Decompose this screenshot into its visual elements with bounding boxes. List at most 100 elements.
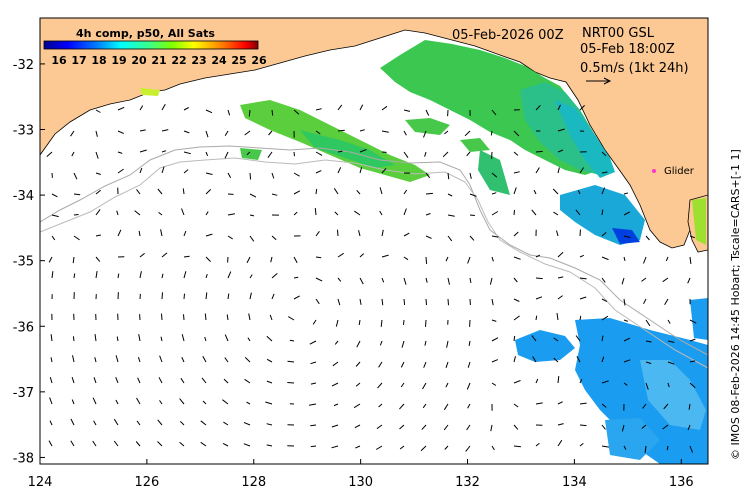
current-vector (224, 130, 229, 136)
current-vector (334, 340, 339, 345)
colorbar-label: 17 (71, 54, 86, 67)
current-vector (513, 151, 519, 156)
current-vector (557, 423, 564, 426)
current-vector (288, 316, 295, 321)
current-vector (48, 256, 53, 263)
current-vector (689, 338, 696, 342)
current-vector (535, 442, 540, 447)
current-vector (399, 445, 405, 450)
current-vector (665, 256, 669, 262)
current-vector (535, 167, 540, 174)
current-vector (643, 256, 647, 264)
current-vector (310, 382, 317, 385)
current-vector (579, 424, 587, 427)
current-vector (378, 361, 383, 368)
x-tick-label: 132 (455, 475, 480, 490)
current-vector (205, 172, 213, 175)
current-vector (601, 151, 607, 157)
current-vector (72, 256, 75, 264)
current-vector (70, 440, 75, 447)
current-vector (71, 151, 75, 157)
current-vector (269, 314, 273, 321)
current-vector (379, 210, 383, 216)
current-vector (95, 189, 101, 195)
current-vector (445, 256, 449, 262)
current-vector (553, 211, 559, 216)
current-vector (310, 424, 317, 427)
date-title: 05-Feb-2026 00Z (452, 28, 564, 43)
current-vector (160, 336, 163, 342)
current-vector (315, 298, 320, 305)
current-vector (334, 211, 339, 216)
current-vector (115, 399, 119, 405)
current-vector (46, 151, 53, 157)
current-vector (183, 151, 191, 155)
current-vector (183, 230, 187, 237)
current-vector (667, 340, 675, 343)
current-vector (73, 214, 79, 216)
current-vector (73, 172, 78, 180)
current-vector (223, 421, 229, 426)
current-vector (179, 398, 185, 405)
current-vector (205, 233, 213, 237)
current-vector (157, 188, 163, 195)
current-vector (642, 403, 647, 409)
current-vector (645, 319, 651, 327)
current-vector (93, 377, 97, 384)
current-vector (359, 129, 365, 132)
current-vector (293, 276, 299, 279)
current-vector (623, 298, 626, 306)
current-vector (243, 443, 251, 447)
current-vector (689, 256, 692, 264)
y-tick-label: -33 (13, 124, 34, 139)
current-vector (425, 256, 428, 264)
current-vector (423, 130, 427, 138)
current-vector (491, 359, 498, 363)
current-vector (49, 420, 53, 426)
current-vector (557, 167, 560, 174)
current-vector (73, 273, 76, 279)
current-vector (535, 254, 541, 258)
scale-text: 0.5m/s (1kt 24h) (580, 61, 689, 76)
glider-label: Glider (664, 166, 695, 177)
current-vector (425, 235, 432, 239)
current-vector (579, 277, 587, 280)
colorbar-label: 21 (151, 54, 166, 67)
colorbar-label: 20 (131, 54, 147, 67)
current-vector (446, 340, 449, 348)
current-vector (95, 151, 99, 159)
current-vector (205, 151, 209, 156)
current-vector (513, 298, 520, 302)
current-vector (139, 253, 145, 258)
current-vector (182, 188, 185, 195)
current-vector (161, 166, 165, 174)
current-vector (200, 420, 207, 426)
current-vector (247, 337, 251, 342)
current-vector (425, 213, 431, 216)
current-vector (601, 232, 607, 237)
current-vector (93, 420, 97, 426)
colorbar-gradient (43, 40, 259, 50)
current-vector (309, 340, 317, 345)
current-vector (662, 424, 669, 430)
current-vector (205, 130, 209, 138)
current-vector (222, 399, 229, 405)
current-vector (601, 424, 606, 430)
current-vector (378, 403, 383, 408)
current-vector (139, 149, 147, 153)
current-vector (50, 334, 53, 342)
colorbar-label: 26 (251, 54, 267, 67)
current-vector (244, 357, 251, 363)
current-vector (115, 377, 119, 384)
current-vector (666, 445, 669, 451)
product-time: 05-Feb 18:00Z (580, 42, 675, 57)
current-vector (422, 403, 427, 409)
current-vector (513, 130, 520, 137)
current-vector (557, 276, 564, 279)
current-vector (92, 440, 97, 447)
current-vector (425, 319, 427, 327)
current-vector (556, 230, 559, 237)
current-vector (621, 424, 625, 432)
current-vector (689, 319, 697, 324)
current-vector (465, 445, 471, 452)
